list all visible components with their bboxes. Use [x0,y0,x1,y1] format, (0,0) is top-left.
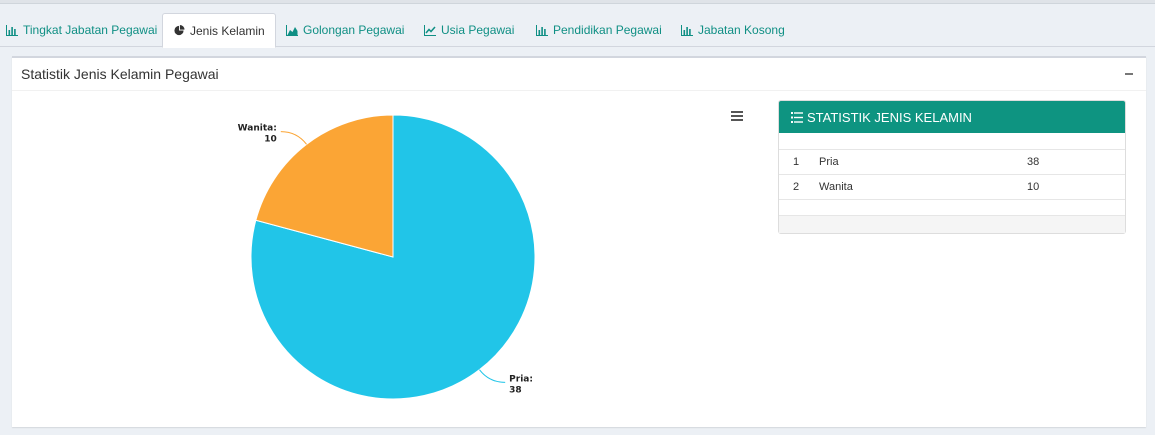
tab-label: Pendidikan Pegawai [553,23,662,37]
pie-slice-wanita[interactable] [255,114,394,258]
row-number: 2 [779,174,819,200]
panel-body: 1 Pria 38 2 Wanita 10 [779,133,1125,200]
pie-connector-pria [479,369,506,383]
table-row: 1 Pria 38 [779,149,1125,175]
panel-footer [779,215,1125,233]
tab-tingkat-jabatan[interactable]: Tingkat Jabatan Pegawai [6,13,157,47]
statistik-box: Statistik Jenis Kelamin Pegawai Pria: 38 W… [12,56,1146,427]
pie-data-value: 10 [264,135,277,145]
bar-chart-icon [6,24,18,36]
box-title: Statistik Jenis Kelamin Pegawai [21,66,219,82]
tab-label: Golongan Pegawai [303,23,405,37]
statistik-panel: STATISTIK JENIS KELAMIN 1 Pria 38 2 Wani… [778,100,1126,234]
area-chart-icon [286,24,298,36]
pie-chart: Pria:38 Wanita:10 [238,114,536,400]
line-chart-icon [424,24,436,36]
tab-jabatan-kosong[interactable]: Jabatan Kosong [681,13,785,47]
row-value: 38 [1027,149,1125,175]
bar-chart-icon [681,24,693,36]
collapse-button[interactable] [1122,65,1136,81]
row-number: 1 [779,149,819,175]
menu-bar [731,111,743,113]
tab-pendidikan[interactable]: Pendidikan Pegawai [536,13,662,47]
menu-bar [731,119,743,121]
pie-data-label: Pria: [509,374,533,384]
pie-connector-wanita [280,131,307,145]
list-icon [791,111,803,123]
panel-header: STATISTIK JENIS KELAMIN [779,101,1125,133]
row-name: Wanita [819,174,1027,200]
tab-label: Jenis Kelamin [190,23,265,38]
menu-bar [731,115,743,117]
tab-label: Tingkat Jabatan Pegawai [23,23,158,37]
tab-golongan[interactable]: Golongan Pegawai [286,13,404,47]
panel-title: STATISTIK JENIS KELAMIN [807,109,972,125]
table-row: 2 Wanita 10 [779,174,1125,200]
pie-data-label: Wanita: [238,124,277,134]
tab-jenis-kelamin[interactable]: Jenis Kelamin [162,13,276,48]
row-value: 10 [1027,174,1125,200]
tab-usia[interactable]: Usia Pegawai [424,13,514,47]
tab-label: Usia Pegawai [441,23,515,37]
tab-label: Jabatan Kosong [698,23,785,37]
chart-menu-button[interactable] [729,110,745,124]
bar-chart-icon [536,24,548,36]
row-name: Pria [819,149,1027,175]
pie-data-value: 38 [509,385,522,395]
tab-bar: Tingkat Jabatan Pegawai Jenis Kelamin Go… [0,13,1155,48]
box-header: Statistik Jenis Kelamin Pegawai [12,58,1146,91]
pie-chart-area: Pria: 38 Wanita: 10 [12,92,772,428]
statistik-table: 1 Pria 38 2 Wanita 10 [779,149,1125,200]
top-bar [0,0,1155,4]
pie-chart-icon [174,25,185,36]
